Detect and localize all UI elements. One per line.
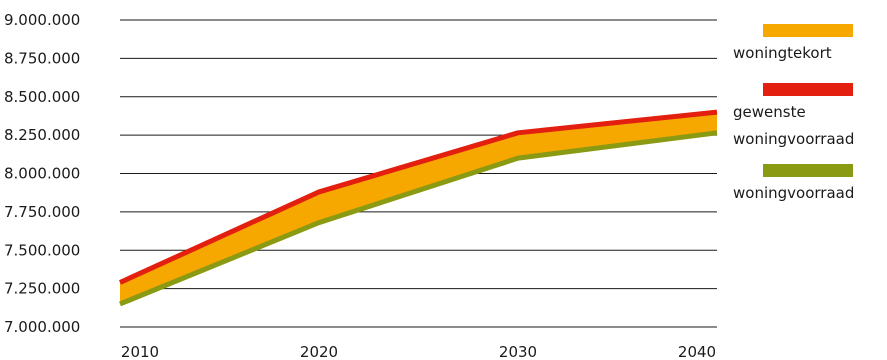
y-tick-label: 8.750.000 — [4, 49, 80, 67]
series-line-gewenste-woningvoorraad — [118, 109, 718, 285]
legend-swatch-woningvoorraad — [763, 164, 853, 177]
legend-label-gewenste-line1: gewenste — [733, 103, 806, 121]
y-tick-label: 7.500.000 — [4, 241, 80, 259]
shortage-band — [120, 112, 717, 304]
y-tick-label: 8.250.000 — [4, 126, 80, 144]
y-tick-label: 9.000.000 — [4, 11, 80, 29]
legend-label-woningtekort: woningtekort — [733, 44, 832, 62]
x-tick-label: 2030 — [499, 343, 537, 360]
y-tick-label: 8.000.000 — [4, 165, 80, 183]
x-tick-label: 2020 — [300, 343, 338, 360]
legend-swatch-gewenste-woningvoorraad — [763, 83, 853, 96]
legend-swatch-woningtekort — [763, 24, 853, 37]
y-tick-label: 7.750.000 — [4, 203, 80, 221]
legend-label-woningvoorraad: woningvoorraad — [733, 184, 855, 202]
series-line-woningvoorraad — [119, 130, 718, 307]
y-axis-labels: 7.000.000 7.250.000 7.500.000 7.750.000 8.00… — [4, 11, 80, 336]
x-axis-labels: 2010 2020 2030 2040 — [121, 343, 716, 360]
legend-label-gewenste-line2: woningvoorraad — [733, 130, 855, 148]
y-tick-label: 7.000.000 — [4, 318, 80, 336]
y-tick-label: 8.500.000 — [4, 88, 80, 106]
plot-area — [118, 109, 718, 307]
x-tick-label: 2010 — [121, 343, 159, 360]
y-tick-label: 7.250.000 — [4, 280, 80, 298]
x-tick-label: 2040 — [678, 343, 716, 360]
